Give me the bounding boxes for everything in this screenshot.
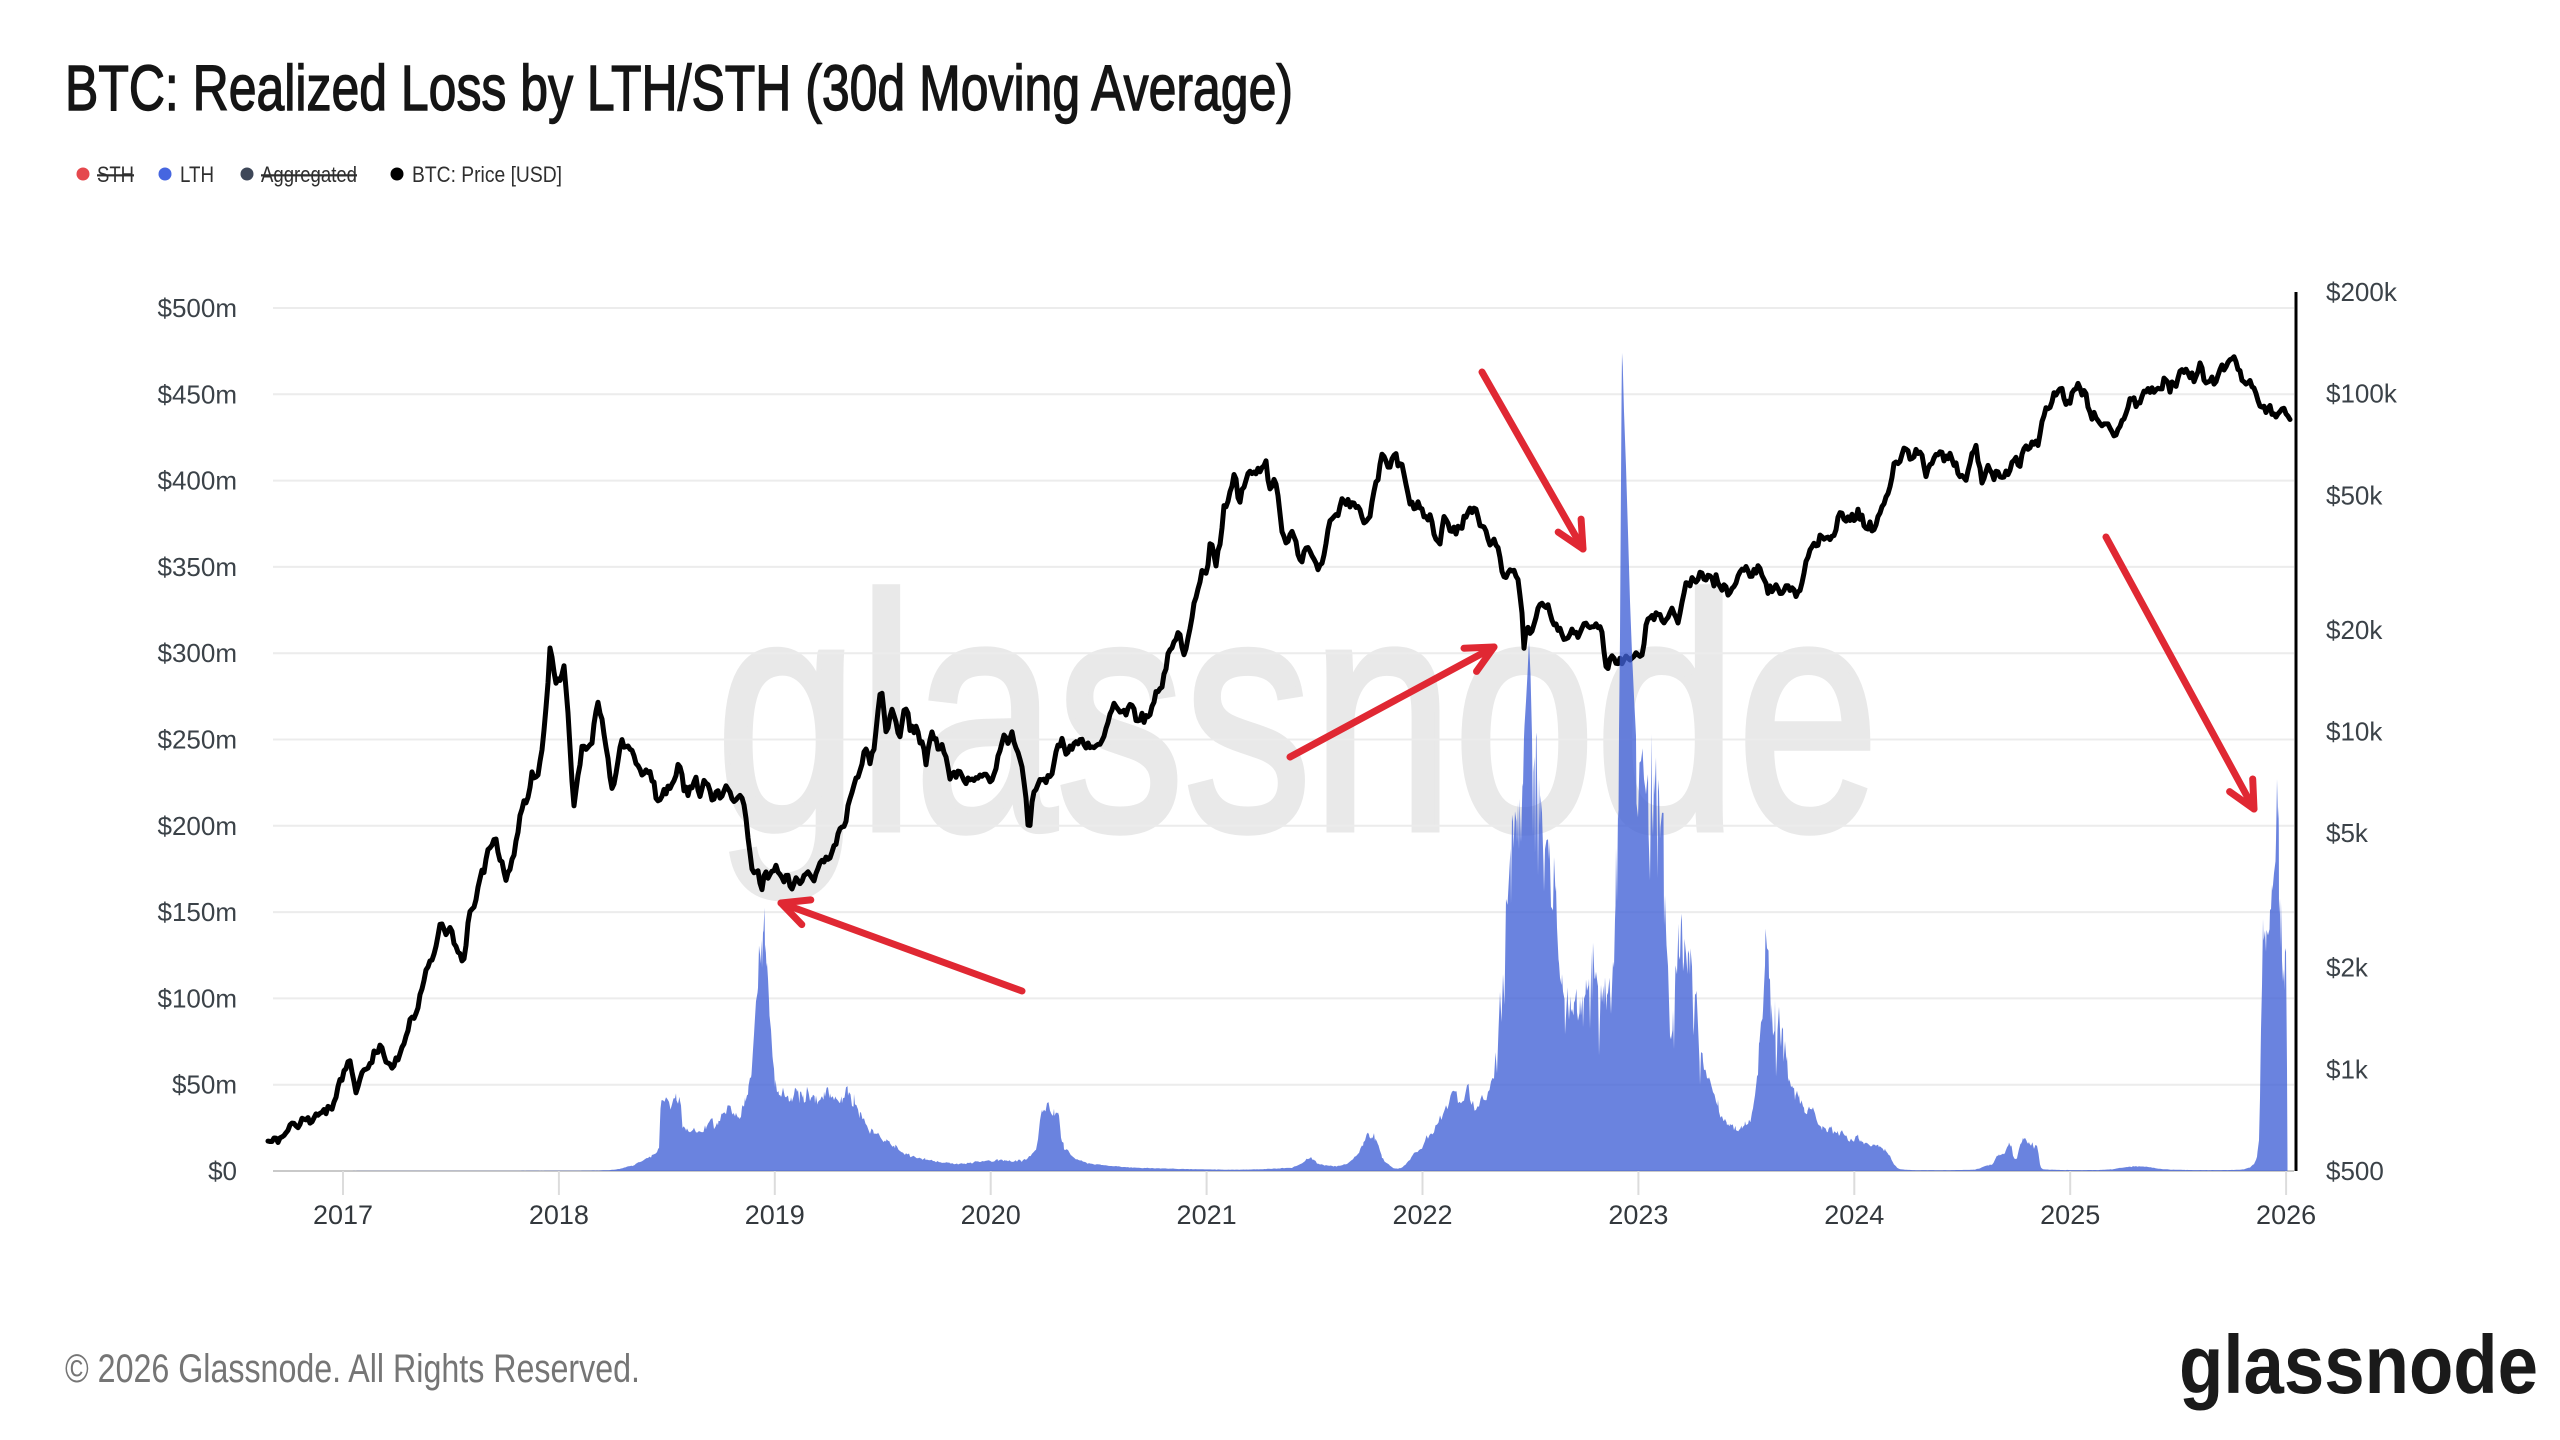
svg-text:$100k: $100k xyxy=(2326,379,2398,409)
svg-text:2023: 2023 xyxy=(1608,1200,1668,1230)
svg-text:glassnode: glassnode xyxy=(2179,1318,2538,1411)
svg-text:2017: 2017 xyxy=(313,1200,373,1230)
svg-text:2024: 2024 xyxy=(1824,1200,1884,1230)
svg-text:$5k: $5k xyxy=(2326,818,2369,848)
svg-text:$300m: $300m xyxy=(158,638,238,668)
svg-text:$10k: $10k xyxy=(2326,717,2383,747)
svg-text:$200m: $200m xyxy=(158,811,238,841)
svg-text:2020: 2020 xyxy=(961,1200,1021,1230)
svg-text:STH: STH xyxy=(97,162,134,187)
svg-text:$100m: $100m xyxy=(158,983,238,1013)
svg-text:2022: 2022 xyxy=(1392,1200,1452,1230)
svg-text:2025: 2025 xyxy=(2040,1200,2100,1230)
svg-text:Aggregated: Aggregated xyxy=(261,162,357,187)
svg-text:$500m: $500m xyxy=(158,293,238,323)
svg-text:BTC: Realized Loss by LTH/STH: BTC: Realized Loss by LTH/STH (30d Movin… xyxy=(65,52,1293,124)
svg-text:$400m: $400m xyxy=(158,466,238,496)
svg-text:© 2026 Glassnode. All Rights R: © 2026 Glassnode. All Rights Reserved. xyxy=(65,1347,640,1391)
svg-text:$50m: $50m xyxy=(172,1070,237,1100)
svg-text:LTH: LTH xyxy=(180,162,214,187)
svg-text:$500: $500 xyxy=(2326,1156,2384,1186)
svg-text:$1k: $1k xyxy=(2326,1054,2369,1084)
svg-text:BTC: Price [USD]: BTC: Price [USD] xyxy=(412,162,562,187)
svg-text:$2k: $2k xyxy=(2326,953,2369,983)
svg-text:2018: 2018 xyxy=(529,1200,589,1230)
svg-text:2021: 2021 xyxy=(1177,1200,1237,1230)
svg-text:2026: 2026 xyxy=(2256,1200,2316,1230)
svg-text:$0: $0 xyxy=(208,1156,237,1186)
svg-text:$350m: $350m xyxy=(158,552,238,582)
svg-text:$200k: $200k xyxy=(2326,277,2398,307)
svg-text:$20k: $20k xyxy=(2326,615,2383,645)
svg-text:2019: 2019 xyxy=(745,1200,805,1230)
svg-text:$450m: $450m xyxy=(158,379,238,409)
svg-text:$50k: $50k xyxy=(2326,480,2383,510)
svg-text:$250m: $250m xyxy=(158,725,238,755)
svg-text:$150m: $150m xyxy=(158,897,238,927)
